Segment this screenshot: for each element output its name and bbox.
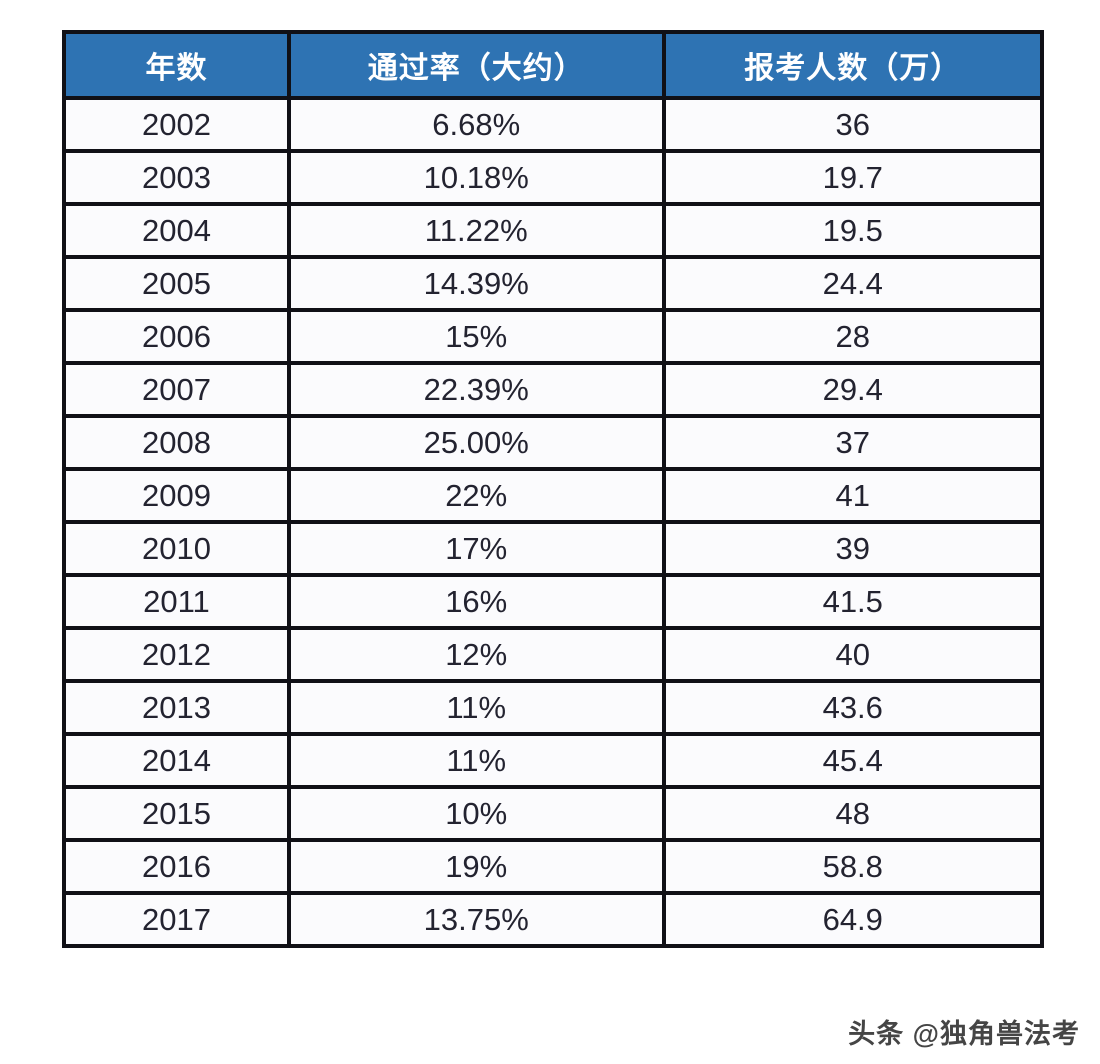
table-row: 2006 15% 28 (62, 308, 1044, 365)
applicants-cell: 41.5 (661, 573, 1044, 630)
table-row: 2003 10.18% 19.7 (62, 149, 1044, 206)
year-cell: 2002 (62, 96, 291, 153)
applicants-cell: 24.4 (661, 255, 1044, 312)
header-row: 年数 通过率（大约） 报考人数（万） (62, 30, 1044, 100)
header-year: 年数 (62, 30, 291, 100)
table-row: 2007 22.39% 29.4 (62, 361, 1044, 418)
pass-rate-cell: 11% (286, 679, 666, 736)
pass-rate-cell: 10.18% (286, 149, 666, 206)
pass-rate-cell: 13.75% (286, 891, 666, 948)
pass-rate-cell: 22.39% (286, 361, 666, 418)
year-cell: 2011 (62, 573, 291, 630)
table-row: 2004 11.22% 19.5 (62, 202, 1044, 259)
pass-rate-cell: 12% (286, 626, 666, 683)
year-cell: 2003 (62, 149, 291, 206)
year-cell: 2010 (62, 520, 291, 577)
header-pass-rate: 通过率（大约） (286, 30, 666, 100)
year-cell: 2009 (62, 467, 291, 524)
year-cell: 2004 (62, 202, 291, 259)
applicants-cell: 28 (661, 308, 1044, 365)
pass-rate-cell: 25.00% (286, 414, 666, 471)
pass-rate-cell: 11% (286, 732, 666, 789)
header-applicants: 报考人数（万） (661, 30, 1044, 100)
table-row: 2002 6.68% 36 (62, 96, 1044, 153)
applicants-cell: 37 (661, 414, 1044, 471)
pass-rate-cell: 10% (286, 785, 666, 842)
applicants-cell: 64.9 (661, 891, 1044, 948)
applicants-cell: 39 (661, 520, 1044, 577)
table-row: 2009 22% 41 (62, 467, 1044, 524)
table-row: 2012 12% 40 (62, 626, 1044, 683)
applicants-cell: 58.8 (661, 838, 1044, 895)
table-row: 2016 19% 58.8 (62, 838, 1044, 895)
applicants-cell: 29.4 (661, 361, 1044, 418)
table-row: 2005 14.39% 24.4 (62, 255, 1044, 312)
table-header: 年数 通过率（大约） 报考人数（万） (62, 30, 1044, 100)
year-cell: 2014 (62, 732, 291, 789)
applicants-cell: 36 (661, 96, 1044, 153)
applicants-cell: 19.5 (661, 202, 1044, 259)
pass-rate-cell: 19% (286, 838, 666, 895)
pass-rate-cell: 14.39% (286, 255, 666, 312)
year-cell: 2008 (62, 414, 291, 471)
table-row: 2013 11% 43.6 (62, 679, 1044, 736)
table-row: 2008 25.00% 37 (62, 414, 1044, 471)
table-body: 2002 6.68% 36 2003 10.18% 19.7 2004 11.22% 19.5 2… (62, 96, 1044, 948)
year-cell: 2013 (62, 679, 291, 736)
applicants-cell: 48 (661, 785, 1044, 842)
year-cell: 2016 (62, 838, 291, 895)
year-cell: 2005 (62, 255, 291, 312)
pass-rate-cell: 6.68% (286, 96, 666, 153)
year-cell: 2007 (62, 361, 291, 418)
pass-rate-cell: 17% (286, 520, 666, 577)
table-row: 2014 11% 45.4 (62, 732, 1044, 789)
pass-rate-cell: 16% (286, 573, 666, 630)
pass-rate-table: 年数 通过率（大约） 报考人数（万） 2002 6.68% 36 2003 10.18%… (62, 30, 1044, 948)
year-cell: 2012 (62, 626, 291, 683)
pass-rate-cell: 11.22% (286, 202, 666, 259)
applicants-cell: 45.4 (661, 732, 1044, 789)
table-row: 2011 16% 41.5 (62, 573, 1044, 630)
pass-rate-cell: 22% (286, 467, 666, 524)
pass-rate-cell: 15% (286, 308, 666, 365)
year-cell: 2006 (62, 308, 291, 365)
year-cell: 2017 (62, 891, 291, 948)
applicants-cell: 19.7 (661, 149, 1044, 206)
table-row: 2015 10% 48 (62, 785, 1044, 842)
watermark-text: 头条 @独角兽法考 (848, 1019, 1080, 1049)
applicants-cell: 41 (661, 467, 1044, 524)
table-row: 2017 13.75% 64.9 (62, 891, 1044, 948)
applicants-cell: 40 (661, 626, 1044, 683)
year-cell: 2015 (62, 785, 291, 842)
table-row: 2010 17% 39 (62, 520, 1044, 577)
applicants-cell: 43.6 (661, 679, 1044, 736)
